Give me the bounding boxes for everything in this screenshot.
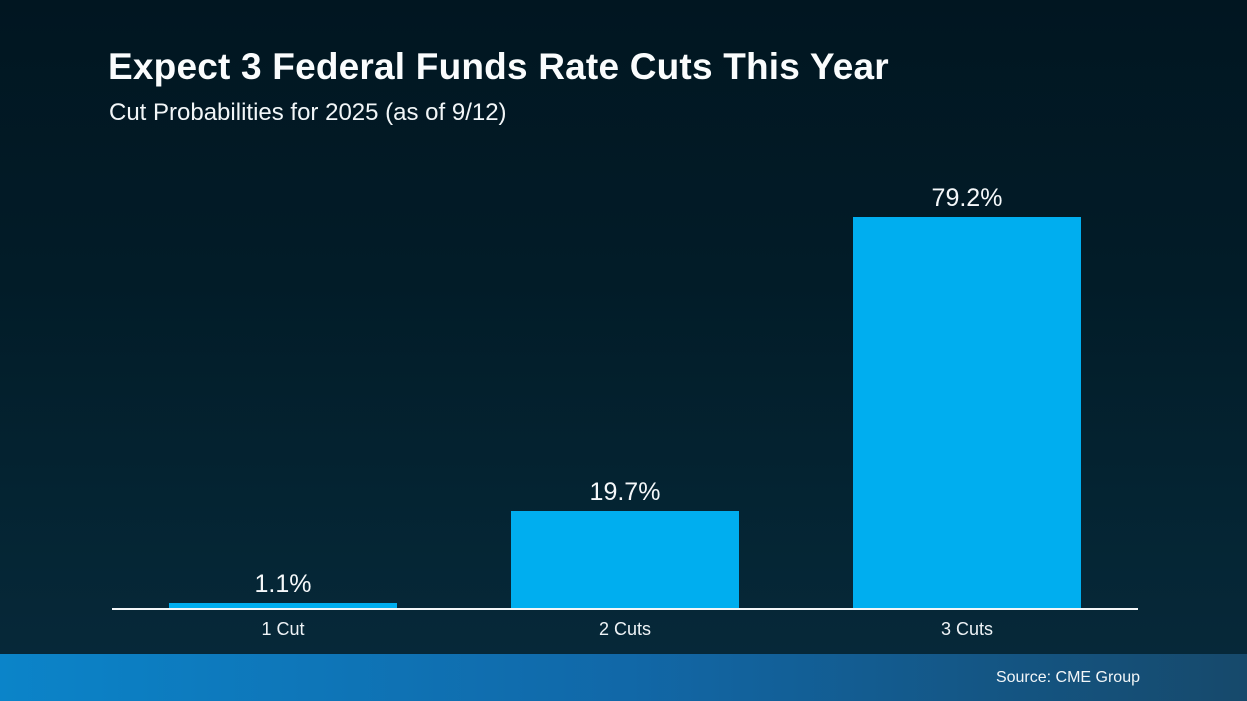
x-axis-label-3-cuts: 3 Cuts [940,619,994,639]
source-attribution: Source: CME Group [995,668,1140,686]
footer-band: Source: CME Group [0,654,1247,701]
x-axis-labels: 1 Cut 2 Cuts 3 Cuts [112,619,1138,640]
bar-group-2-cuts: 19.7% [454,477,796,608]
bar-value-label: 19.7% [589,477,661,506]
bar-group-1-cut: 1.1% [112,569,454,608]
chart-subtitle: Cut Probabilities for 2025 (as of 9/12) [109,99,507,126]
bar-chart-plot-area: 1.1% 19.7% 79.2% [112,160,1138,608]
bar-group-3-cuts: 79.2% [796,183,1138,608]
bar-value-label: 1.1% [254,569,312,598]
x-axis-line [112,608,1138,610]
chart-title: Expect 3 Federal Funds Rate Cuts This Ye… [108,46,889,87]
bar-3-cuts [853,217,1081,608]
bar-1-cut [169,603,397,608]
x-axis-label-2-cuts: 2 Cuts [598,619,652,639]
x-axis-label-1-cut: 1 Cut [261,619,305,639]
bar-value-label: 79.2% [931,183,1003,212]
bar-2-cuts [511,511,739,608]
